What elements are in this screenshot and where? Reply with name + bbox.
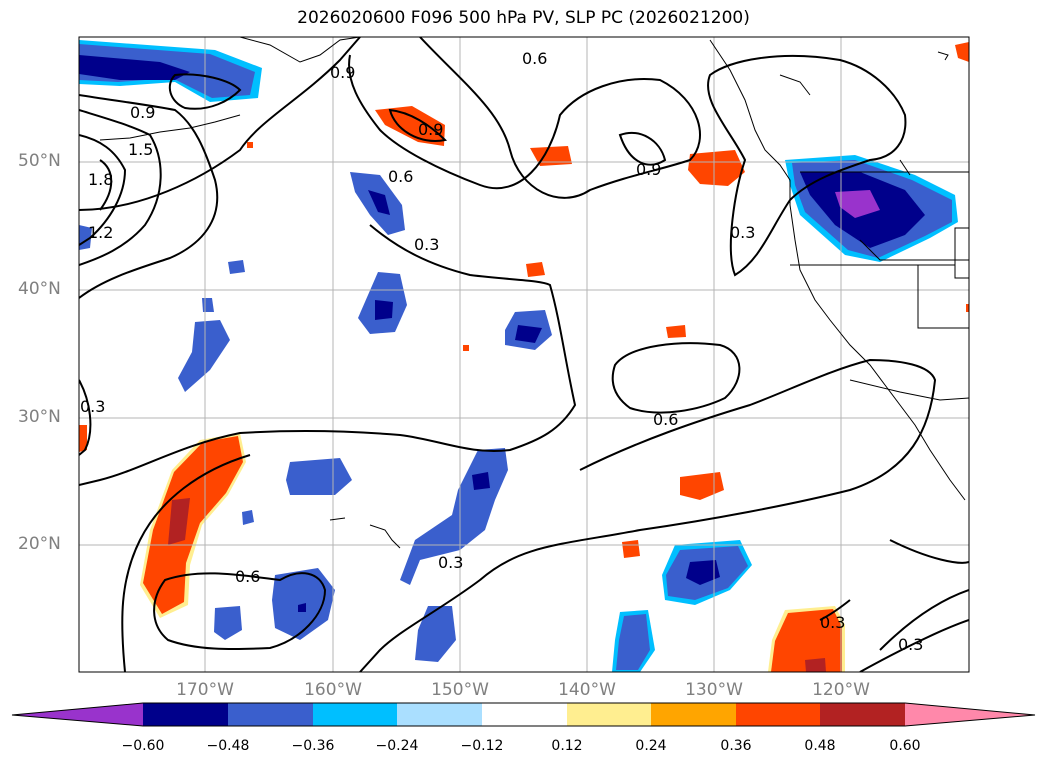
contour-label: 1.8 (88, 170, 113, 189)
colorbar-tick-label: −0.60 (121, 738, 165, 754)
colorbar-segment (143, 703, 228, 726)
pv-positive-areas (79, 42, 969, 672)
contour-label: 0.9 (330, 63, 355, 82)
longitude-label: 120°W (812, 680, 870, 700)
contour-label: 0.3 (414, 235, 439, 254)
contour-label: 0.3 (730, 223, 755, 242)
colorbar-tick-label: 0.12 (551, 738, 583, 754)
contour-label: 0.3 (438, 553, 463, 572)
longitude-label: 130°W (685, 680, 743, 700)
longitude-label: 150°W (431, 680, 489, 700)
colorbar-tick-label: −0.36 (291, 738, 335, 754)
contour-label-group: 0.9 0.6 0.9 1.5 1.8 1.2 0.9 0.6 0.3 0.9 … (80, 49, 923, 654)
colorbar-segment (228, 703, 313, 726)
colorbar-segment (482, 703, 567, 726)
slp-contours (79, 37, 969, 672)
coastlines (99, 37, 969, 549)
colorbar-tick-label: −0.24 (375, 738, 419, 754)
colorbar-tick-label: 0.24 (635, 738, 667, 754)
contour-label: 0.3 (898, 635, 923, 654)
contour-label: 0.9 (636, 160, 661, 179)
colorbar-tick-label: −0.12 (460, 738, 504, 754)
contour-label: 0.6 (388, 167, 413, 186)
contour-label: 1.2 (88, 223, 113, 242)
latitude-label: 40°N (18, 279, 61, 299)
contour-label: 0.3 (820, 613, 845, 632)
colorbar-extend-low (12, 703, 143, 726)
contour-label: 0.6 (522, 49, 547, 68)
contour-label: 0.6 (653, 410, 678, 429)
contour-label: 0.6 (235, 567, 260, 586)
latitude-label: 20°N (18, 534, 61, 554)
colorbar (11, 702, 1036, 727)
contour-label: 0.9 (418, 120, 443, 139)
contour-label: 0.9 (130, 103, 155, 122)
colorbar-segment (736, 703, 820, 726)
graticule (79, 37, 969, 672)
map-title: 2026020600 F096 500 hPa PV, SLP PC (2026… (297, 8, 750, 28)
colorbar-tick-label: 0.36 (720, 738, 752, 754)
colorbar-segment (313, 703, 397, 726)
colorbar-tick-label: −0.48 (206, 738, 250, 754)
colorbar-extend-high (905, 703, 1035, 726)
longitude-label: 170°W (176, 680, 234, 700)
colorbar-tick-label: 0.60 (889, 738, 921, 754)
contour-label: 0.3 (80, 397, 105, 416)
longitude-label: 140°W (558, 680, 616, 700)
latitude-label: 50°N (18, 151, 61, 171)
colorbar-outline (11, 702, 1036, 727)
longitude-label: 160°W (304, 680, 362, 700)
map-plot-area (79, 37, 969, 672)
colorbar-segment (397, 703, 482, 726)
contour-label: 1.5 (128, 140, 153, 159)
colorbar-segment (567, 703, 651, 726)
colorbar-tick-label: 0.48 (804, 738, 836, 754)
colorbar-segment (651, 703, 736, 726)
colorbar-segment (820, 703, 905, 726)
pv-negative-areas (79, 40, 958, 672)
map-frame (78, 36, 970, 673)
latitude-label: 30°N (18, 407, 61, 427)
